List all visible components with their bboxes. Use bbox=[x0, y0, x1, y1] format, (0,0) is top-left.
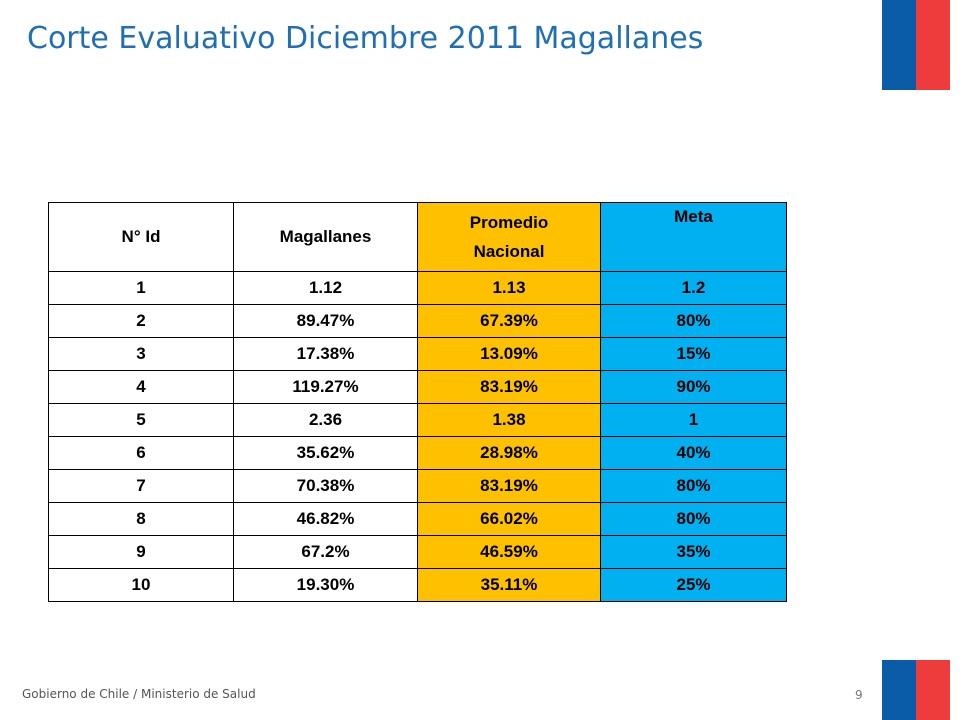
header-promedio-line1: Promedio bbox=[469, 213, 549, 232]
table-row: 4 119.27% 83.19% 90% bbox=[48, 370, 787, 404]
chile-flag-logo-bottom bbox=[882, 660, 950, 720]
cell-id: 10 bbox=[48, 568, 234, 602]
page-number: 9 bbox=[855, 688, 863, 702]
table-row: 9 67.2% 46.59% 35% bbox=[48, 535, 787, 569]
cell-magallanes: 35.62% bbox=[233, 436, 418, 470]
cell-magallanes: 2.36 bbox=[233, 403, 418, 437]
cell-promedio: 83.19% bbox=[417, 469, 601, 503]
table-row: 5 2.36 1.38 1 bbox=[48, 403, 787, 437]
cell-id: 5 bbox=[48, 403, 234, 437]
cell-promedio: 66.02% bbox=[417, 502, 601, 536]
cell-promedio: 83.19% bbox=[417, 370, 601, 404]
cell-meta: 1.2 bbox=[600, 271, 787, 305]
flag-blue-stripe bbox=[882, 660, 916, 720]
cell-meta: 80% bbox=[600, 304, 787, 338]
cell-meta: 40% bbox=[600, 436, 787, 470]
cell-magallanes: 70.38% bbox=[233, 469, 418, 503]
cell-id: 1 bbox=[48, 271, 234, 305]
table-row: 6 35.62% 28.98% 40% bbox=[48, 436, 787, 470]
cell-meta: 25% bbox=[600, 568, 787, 602]
cell-id: 8 bbox=[48, 502, 234, 536]
table-body: 1 1.12 1.13 1.2 2 89.47% 67.39% 80% 3 17… bbox=[48, 271, 787, 602]
cell-magallanes: 119.27% bbox=[233, 370, 418, 404]
flag-red-stripe bbox=[916, 0, 950, 90]
cell-id: 7 bbox=[48, 469, 234, 503]
cell-magallanes: 1.12 bbox=[233, 271, 418, 305]
cell-magallanes: 46.82% bbox=[233, 502, 418, 536]
cell-magallanes: 17.38% bbox=[233, 337, 418, 371]
table-row: 8 46.82% 66.02% 80% bbox=[48, 502, 787, 536]
cell-meta: 90% bbox=[600, 370, 787, 404]
cell-id: 4 bbox=[48, 370, 234, 404]
cell-meta: 35% bbox=[600, 535, 787, 569]
table-row: 3 17.38% 13.09% 15% bbox=[48, 337, 787, 371]
flag-red-stripe bbox=[916, 660, 950, 720]
cell-id: 3 bbox=[48, 337, 234, 371]
cell-id: 2 bbox=[48, 304, 234, 338]
header-meta: Meta bbox=[600, 202, 787, 272]
table-header-row: N° Id Magallanes Promedio Nacional Meta bbox=[48, 202, 787, 272]
header-promedio-nacional: Promedio Nacional bbox=[417, 202, 601, 272]
table-row: 1 1.12 1.13 1.2 bbox=[48, 271, 787, 305]
cell-magallanes: 19.30% bbox=[233, 568, 418, 602]
cell-promedio: 46.59% bbox=[417, 535, 601, 569]
cell-promedio: 28.98% bbox=[417, 436, 601, 470]
cell-id: 6 bbox=[48, 436, 234, 470]
cell-promedio: 13.09% bbox=[417, 337, 601, 371]
cell-magallanes: 89.47% bbox=[233, 304, 418, 338]
cell-promedio: 67.39% bbox=[417, 304, 601, 338]
cell-meta: 80% bbox=[600, 502, 787, 536]
header-id: N° Id bbox=[48, 202, 234, 272]
cell-magallanes: 67.2% bbox=[233, 535, 418, 569]
table-row: 7 70.38% 83.19% 80% bbox=[48, 469, 787, 503]
cell-meta: 15% bbox=[600, 337, 787, 371]
flag-blue-stripe bbox=[882, 0, 916, 90]
table-row: 2 89.47% 67.39% 80% bbox=[48, 304, 787, 338]
evaluation-table: N° Id Magallanes Promedio Nacional Meta … bbox=[48, 202, 787, 602]
table-row: 10 19.30% 35.11% 25% bbox=[48, 568, 787, 602]
header-magallanes: Magallanes bbox=[233, 202, 418, 272]
cell-id: 9 bbox=[48, 535, 234, 569]
cell-promedio: 35.11% bbox=[417, 568, 601, 602]
cell-meta: 1 bbox=[600, 403, 787, 437]
chile-flag-logo-top bbox=[882, 0, 950, 90]
cell-promedio: 1.13 bbox=[417, 271, 601, 305]
footer-organization: Gobierno de Chile / Ministerio de Salud bbox=[22, 687, 256, 701]
header-promedio-line2: Nacional bbox=[473, 242, 545, 261]
slide-title: Corte Evaluativo Diciembre 2011 Magallan… bbox=[27, 21, 704, 56]
cell-meta: 80% bbox=[600, 469, 787, 503]
cell-promedio: 1.38 bbox=[417, 403, 601, 437]
